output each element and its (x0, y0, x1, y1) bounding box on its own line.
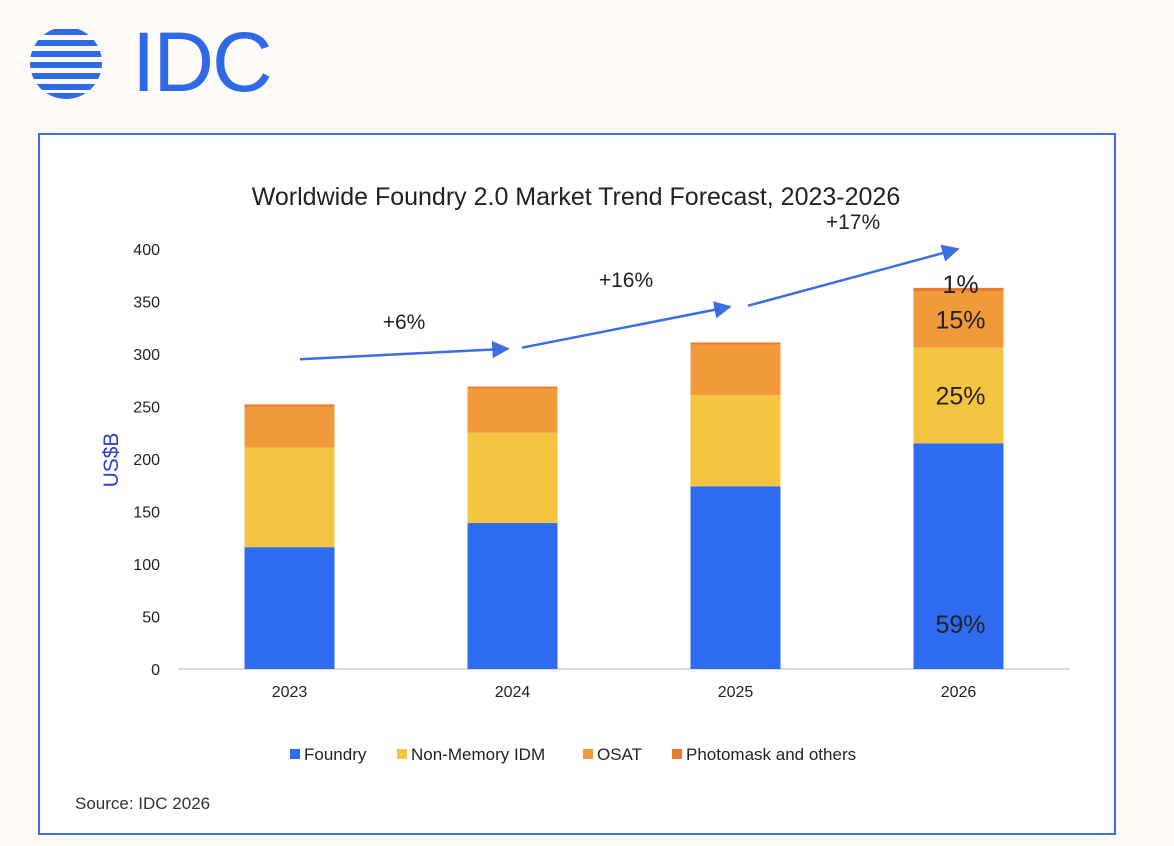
data-label: 1% (942, 271, 978, 299)
legend-label: Photomask and others (686, 745, 856, 764)
y-tick-label: 250 (133, 400, 160, 417)
bar-foundry-2025 (690, 486, 781, 669)
idc-globe-icon (30, 29, 102, 99)
growth-arrow (521, 301, 732, 349)
bar-non-memory-idm-2026 (913, 347, 1004, 444)
bar-photomask-and-others-2024 (467, 386, 558, 389)
x-tick-label: 2024 (495, 684, 531, 701)
growth-arrow (299, 340, 510, 361)
y-tick-label: 200 (133, 452, 160, 469)
data-label: 59% (935, 611, 985, 639)
y-tick-label: 400 (133, 242, 160, 259)
bar-photomask-and-others-2023 (244, 404, 335, 407)
legend-swatch (672, 749, 682, 759)
legend-swatch (583, 749, 593, 759)
y-axis-label: US$B (100, 433, 123, 488)
y-tick-label: 350 (133, 295, 160, 312)
data-label: 15% (935, 306, 985, 334)
bar-osat-2023 (244, 406, 335, 448)
growth-label: +6% (383, 311, 426, 334)
data-label: 25% (935, 382, 985, 410)
bar-non-memory-idm-2023 (244, 447, 335, 548)
growth-label: +17% (826, 211, 880, 234)
bar-osat-2025 (690, 344, 781, 395)
x-tick-label: 2025 (718, 684, 754, 701)
y-tick-label: 100 (133, 557, 160, 574)
chart-title: Worldwide Foundry 2.0 Market Trend Forec… (252, 183, 900, 211)
bar-osat-2026 (913, 291, 1004, 348)
legend-swatch (290, 749, 300, 759)
bar-non-memory-idm-2024 (467, 432, 558, 524)
y-tick-label: 300 (133, 347, 160, 364)
source-note: Source: IDC 2026 (75, 794, 211, 813)
legend-swatch (397, 749, 407, 759)
bar-osat-2024 (467, 388, 558, 433)
legend-label: Foundry (304, 745, 367, 764)
growth-label: +16% (599, 269, 653, 292)
y-tick-label: 0 (151, 662, 160, 679)
logo-text: IDC (132, 15, 273, 109)
bar-photomask-and-others-2026 (913, 287, 1004, 291)
legend-label: Non-Memory IDM (411, 745, 545, 764)
bar-non-memory-idm-2025 (690, 394, 781, 487)
idc-logo: IDC (28, 20, 273, 104)
growth-arrow (747, 244, 960, 307)
y-tick-label: 150 (133, 505, 160, 522)
y-tick-label: 50 (142, 610, 160, 627)
bar-photomask-and-others-2025 (690, 342, 781, 345)
legend-label: OSAT (597, 745, 642, 764)
x-tick-label: 2023 (272, 684, 308, 701)
bar-foundry-2024 (467, 523, 558, 669)
bar-foundry-2023 (244, 547, 335, 669)
x-tick-label: 2026 (941, 684, 977, 701)
bar-foundry-2026 (913, 443, 1004, 669)
